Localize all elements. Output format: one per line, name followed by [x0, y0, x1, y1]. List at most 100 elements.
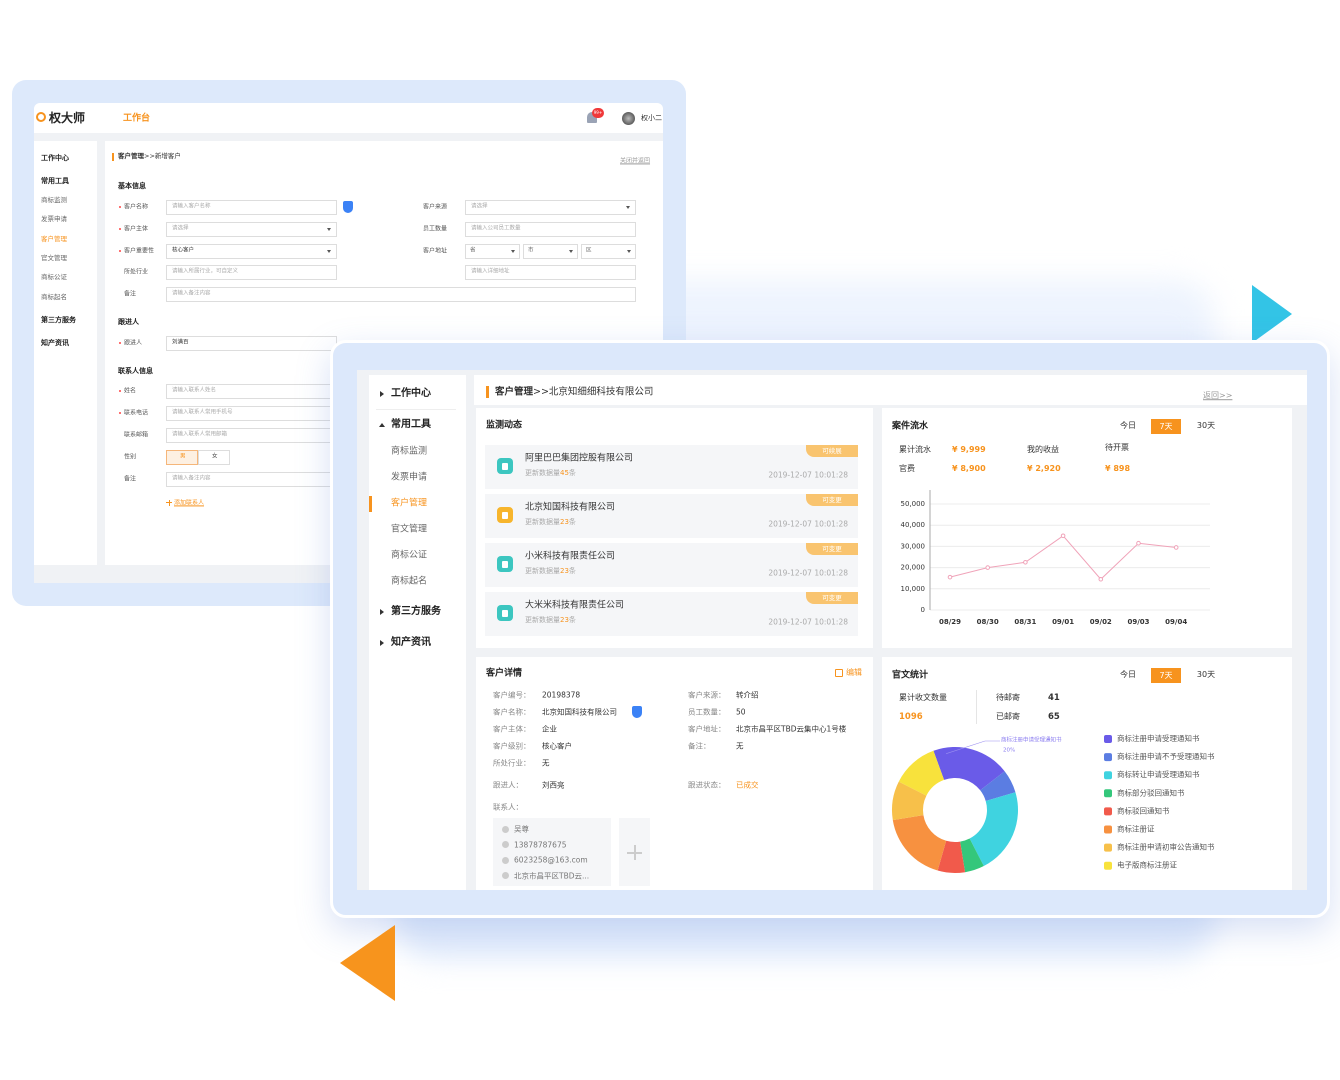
input-box[interactable] — [465, 199, 636, 215]
field-label: 姓名 — [124, 387, 137, 395]
update-label: 更新数据量 — [525, 615, 560, 624]
input-placeholder: 请输入详细地址 — [471, 268, 510, 275]
active-bar — [369, 496, 372, 512]
update-date: 2019-12-07 10:01:28 — [768, 470, 848, 480]
add-contact[interactable]: 添加联系人 — [174, 499, 205, 507]
tab[interactable]: 今日 — [1120, 421, 1136, 431]
input-box[interactable] — [166, 264, 337, 280]
sidebar-item[interactable]: 官文管理 — [391, 524, 428, 535]
contact-card — [493, 818, 611, 886]
front-screen: 工作中心常用工具商标监测发票申请客户管理官文管理商标公证商标起名第三方服务知产资… — [357, 370, 1307, 890]
breadcrumb-bar — [112, 153, 114, 161]
stat-label: 我的收益 — [1027, 445, 1059, 455]
sidebar-item[interactable]: 客户管理 — [391, 498, 428, 509]
option-box[interactable] — [166, 449, 198, 465]
dropdown-arrow — [327, 227, 331, 231]
input-box[interactable] — [465, 264, 636, 280]
tab[interactable]: 30天 — [1196, 421, 1216, 431]
sidebar-group[interactable]: 知产资讯 — [41, 338, 69, 347]
sidebar-item[interactable]: 官文管理 — [41, 253, 67, 262]
contact-text: 吴尊 — [514, 824, 529, 834]
logo: 权大师 — [49, 110, 86, 125]
dropdown-arrow — [327, 249, 331, 253]
field-label: 备注 — [124, 475, 137, 483]
tab-active[interactable]: 7天 — [1151, 418, 1181, 434]
select-text: 区 — [586, 247, 592, 254]
sidebar-group[interactable]: 工作中心 — [391, 388, 431, 399]
breadcrumb-sub: >>新增客户 — [144, 152, 181, 161]
sidebar-group[interactable]: 知产资讯 — [391, 637, 431, 648]
detail-label: 员工数量： — [688, 707, 726, 717]
field-label: 跟进人 — [124, 339, 143, 347]
detail-value: 刘西亮 — [542, 780, 565, 790]
section-title: 基本信息 — [118, 181, 146, 190]
field-label: 备注 — [124, 290, 137, 298]
tab-active[interactable]: 7天 — [1151, 667, 1181, 683]
required-mark — [119, 412, 121, 414]
nav-title[interactable]: 工作台 — [123, 113, 151, 124]
sidebar-item[interactable]: 商标起名 — [391, 576, 428, 587]
detail-value: 无 — [736, 741, 744, 751]
tag: 可续展 — [806, 445, 858, 457]
detail-label: 跟进状态： — [688, 780, 726, 790]
input-box[interactable] — [465, 221, 636, 237]
monitor-item[interactable] — [485, 494, 858, 538]
option-box[interactable] — [198, 449, 230, 465]
edit-link[interactable]: 编辑 — [846, 668, 862, 678]
stat-divider — [976, 690, 977, 724]
verify-icon — [343, 201, 353, 213]
stat-value: ¥ 8,900 — [952, 464, 986, 474]
sidebar-group[interactable]: 常用工具 — [391, 419, 431, 430]
input-box[interactable] — [166, 286, 636, 302]
update-unit: 条 — [568, 468, 576, 477]
monitor-item[interactable] — [485, 592, 858, 636]
input-placeholder: 请输入备注内容 — [172, 290, 211, 297]
tab[interactable]: 30天 — [1196, 670, 1216, 680]
company-name: 小米科技有限责任公司 — [525, 551, 616, 562]
select-box[interactable] — [523, 243, 578, 259]
monitor-item[interactable] — [485, 445, 858, 489]
sidebar-item[interactable]: 发票申请 — [391, 472, 428, 483]
sidebar-group[interactable]: 第三方服务 — [391, 606, 441, 617]
option-text[interactable]: 男 — [180, 453, 186, 460]
input-box[interactable] — [166, 199, 337, 215]
detail-label: 客户编号： — [493, 690, 531, 700]
option-text[interactable]: 女 — [212, 453, 218, 460]
dropdown-arrow — [627, 249, 631, 253]
user-name[interactable]: 权小二 — [641, 113, 662, 122]
sidebar-item[interactable]: 客户管理 — [41, 234, 67, 243]
sidebar-group[interactable]: 第三方服务 — [41, 315, 76, 324]
sidebar-item[interactable]: 商标监测 — [391, 446, 428, 457]
expand-arrow — [379, 422, 385, 427]
company-icon-inner — [502, 463, 508, 470]
required-mark — [119, 206, 121, 208]
close-link[interactable]: 关闭并返回 — [620, 157, 651, 165]
stat-label: 待开票 — [1105, 443, 1129, 453]
update-count: 23 — [560, 517, 569, 526]
back-link[interactable]: 返回>> — [1203, 391, 1233, 401]
detail-label: 所处行业： — [493, 758, 531, 768]
select-box[interactable] — [581, 243, 636, 259]
monitor-item[interactable] — [485, 543, 858, 587]
update-line: 更新数据量23条 — [525, 518, 576, 526]
sidebar-item[interactable]: 商标公证 — [391, 550, 428, 561]
input-value: 核心客户 — [172, 247, 195, 254]
input-box[interactable] — [166, 221, 337, 237]
input-placeholder: 请输入备注内容 — [172, 475, 211, 482]
sidebar-item[interactable]: 商标公证 — [41, 273, 67, 282]
input-box[interactable] — [166, 335, 337, 351]
update-label: 更新数据量 — [525, 566, 560, 575]
verify-icon — [632, 706, 642, 718]
sidebar-item[interactable]: 商标起名 — [41, 292, 67, 301]
tab[interactable]: 今日 — [1120, 670, 1136, 680]
update-date: 2019-12-07 10:01:28 — [768, 617, 848, 627]
input-box[interactable] — [166, 243, 337, 259]
select-box[interactable] — [465, 243, 520, 259]
sidebar-group[interactable]: 工作中心 — [41, 153, 69, 162]
sidebar-group[interactable]: 常用工具 — [41, 176, 69, 185]
input-placeholder: 请输入联系人常用邮箱 — [172, 431, 228, 438]
input-placeholder: 请选择 — [471, 203, 488, 210]
sidebar-item[interactable]: 发票申请 — [41, 215, 67, 224]
sidebar-item[interactable]: 商标监测 — [41, 196, 67, 205]
logo-icon — [36, 112, 46, 122]
